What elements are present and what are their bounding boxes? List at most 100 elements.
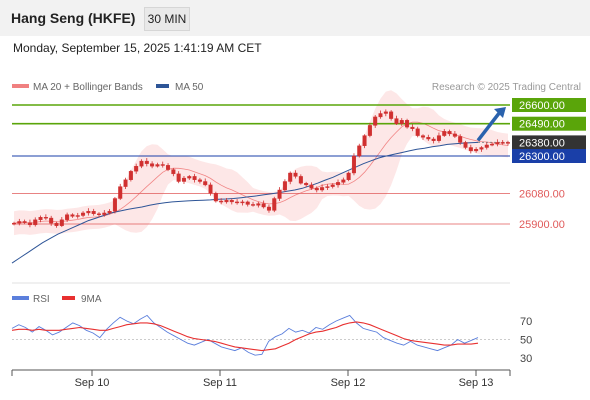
ma50-line [11, 141, 479, 264]
level-tag-pivot [512, 149, 586, 163]
candle-body [298, 176, 303, 184]
candle-body [293, 172, 298, 177]
candle-body [107, 211, 112, 214]
timeframe-button[interactable]: 30 MIN [144, 7, 190, 31]
candle-body [150, 163, 155, 167]
candle-body [128, 171, 133, 181]
candle-body [330, 184, 335, 187]
candle-body [490, 143, 495, 146]
level-label: 26300.00 [519, 151, 565, 163]
candle-body [378, 113, 383, 118]
candle-body [479, 147, 484, 150]
candle-body [336, 182, 341, 186]
candle-body [49, 217, 54, 224]
candle-body [282, 181, 287, 191]
candle-body [426, 137, 431, 140]
copyright-text: Research © 2025 Trading Central [432, 82, 581, 93]
chart-datetime: Monday, September 15, 2025 1:41:19 AM CE… [13, 41, 262, 55]
candle-body [500, 142, 505, 144]
candle-body [33, 219, 38, 226]
bollinger-band [14, 90, 508, 236]
candle-body [240, 201, 245, 204]
level-tag-resistance [512, 116, 586, 131]
legend-swatch-rsi-ma [62, 296, 75, 300]
candle-body [208, 184, 213, 194]
candle-body [421, 135, 426, 138]
candle-body [325, 186, 330, 188]
legend-label-rsi: RSI [33, 294, 50, 305]
candle-body [235, 201, 240, 204]
candle-body [373, 116, 378, 126]
candle-body [415, 128, 420, 136]
candle-body [171, 169, 176, 175]
rsi-ma-line [11, 321, 479, 352]
candle-body [272, 198, 277, 211]
candle-body [484, 144, 489, 148]
candle-body [351, 155, 356, 174]
candle-body [144, 160, 149, 164]
candle-body [314, 188, 319, 191]
candle-body [357, 145, 362, 157]
instrument-title: Hang Seng (HKFE) [11, 10, 136, 26]
legend-swatch-rsi [12, 296, 29, 300]
candle-body [134, 165, 139, 172]
rsi-tick-label: 50 [520, 335, 532, 347]
candle-body [405, 120, 410, 128]
candle-body [277, 189, 282, 199]
candle-body [288, 172, 293, 182]
candle-body [468, 147, 473, 152]
candle-body [367, 125, 372, 136]
legend-swatch-ma50 [156, 84, 169, 88]
x-tick-label: Sep 12 [331, 377, 366, 389]
candle-body [81, 212, 86, 216]
candle-body [309, 184, 314, 189]
candle-body [166, 165, 171, 170]
rsi-tick-label: 70 [520, 316, 532, 328]
candle-body [155, 164, 160, 167]
candle-body [54, 222, 59, 226]
legend-label-bb: MA 20 + Bollinger Bands [33, 82, 143, 93]
projection-arrowhead [494, 107, 506, 118]
ma20-line [13, 121, 509, 224]
candle-body [75, 215, 80, 217]
candle-body [22, 221, 27, 223]
level-label: 26380.00 [519, 137, 565, 149]
candle-body [458, 136, 463, 143]
candle-body [436, 135, 441, 141]
candle-body [11, 222, 16, 225]
candle-body [102, 212, 107, 215]
candle-body [447, 131, 452, 135]
legend-label-ma50: MA 50 [175, 82, 204, 93]
level-label: 26600.00 [519, 100, 565, 112]
candle-body [474, 148, 479, 152]
candle-body [65, 214, 70, 220]
level-label: 25900.00 [519, 219, 565, 231]
candle-body [346, 172, 351, 181]
candle-body [219, 200, 224, 203]
candle-body [86, 211, 91, 214]
rsi-line [11, 314, 479, 356]
candle-body [91, 211, 96, 214]
candle-body [123, 179, 128, 187]
candle-body [383, 111, 388, 114]
candle-body [463, 142, 468, 148]
candle-body [181, 177, 186, 182]
level-tag-last [512, 135, 586, 150]
candle-body [399, 120, 404, 124]
chart-header: Hang Seng (HKFE) 30 MIN [0, 0, 590, 36]
candle-body [187, 176, 192, 179]
x-tick-label: Sep 11 [203, 377, 237, 389]
projection-arrow [476, 110, 502, 142]
candle-body [139, 160, 144, 167]
candle-body [192, 176, 197, 180]
candle-body [251, 204, 256, 206]
legend-swatch-bb [12, 84, 29, 88]
candle-body [442, 131, 447, 136]
candle-body [118, 186, 123, 199]
candle-body [266, 206, 271, 211]
candle-body [112, 198, 117, 212]
candle-body [160, 164, 165, 166]
level-label: 26490.00 [519, 119, 565, 131]
candle-body [410, 126, 415, 129]
candle-body [17, 221, 22, 224]
